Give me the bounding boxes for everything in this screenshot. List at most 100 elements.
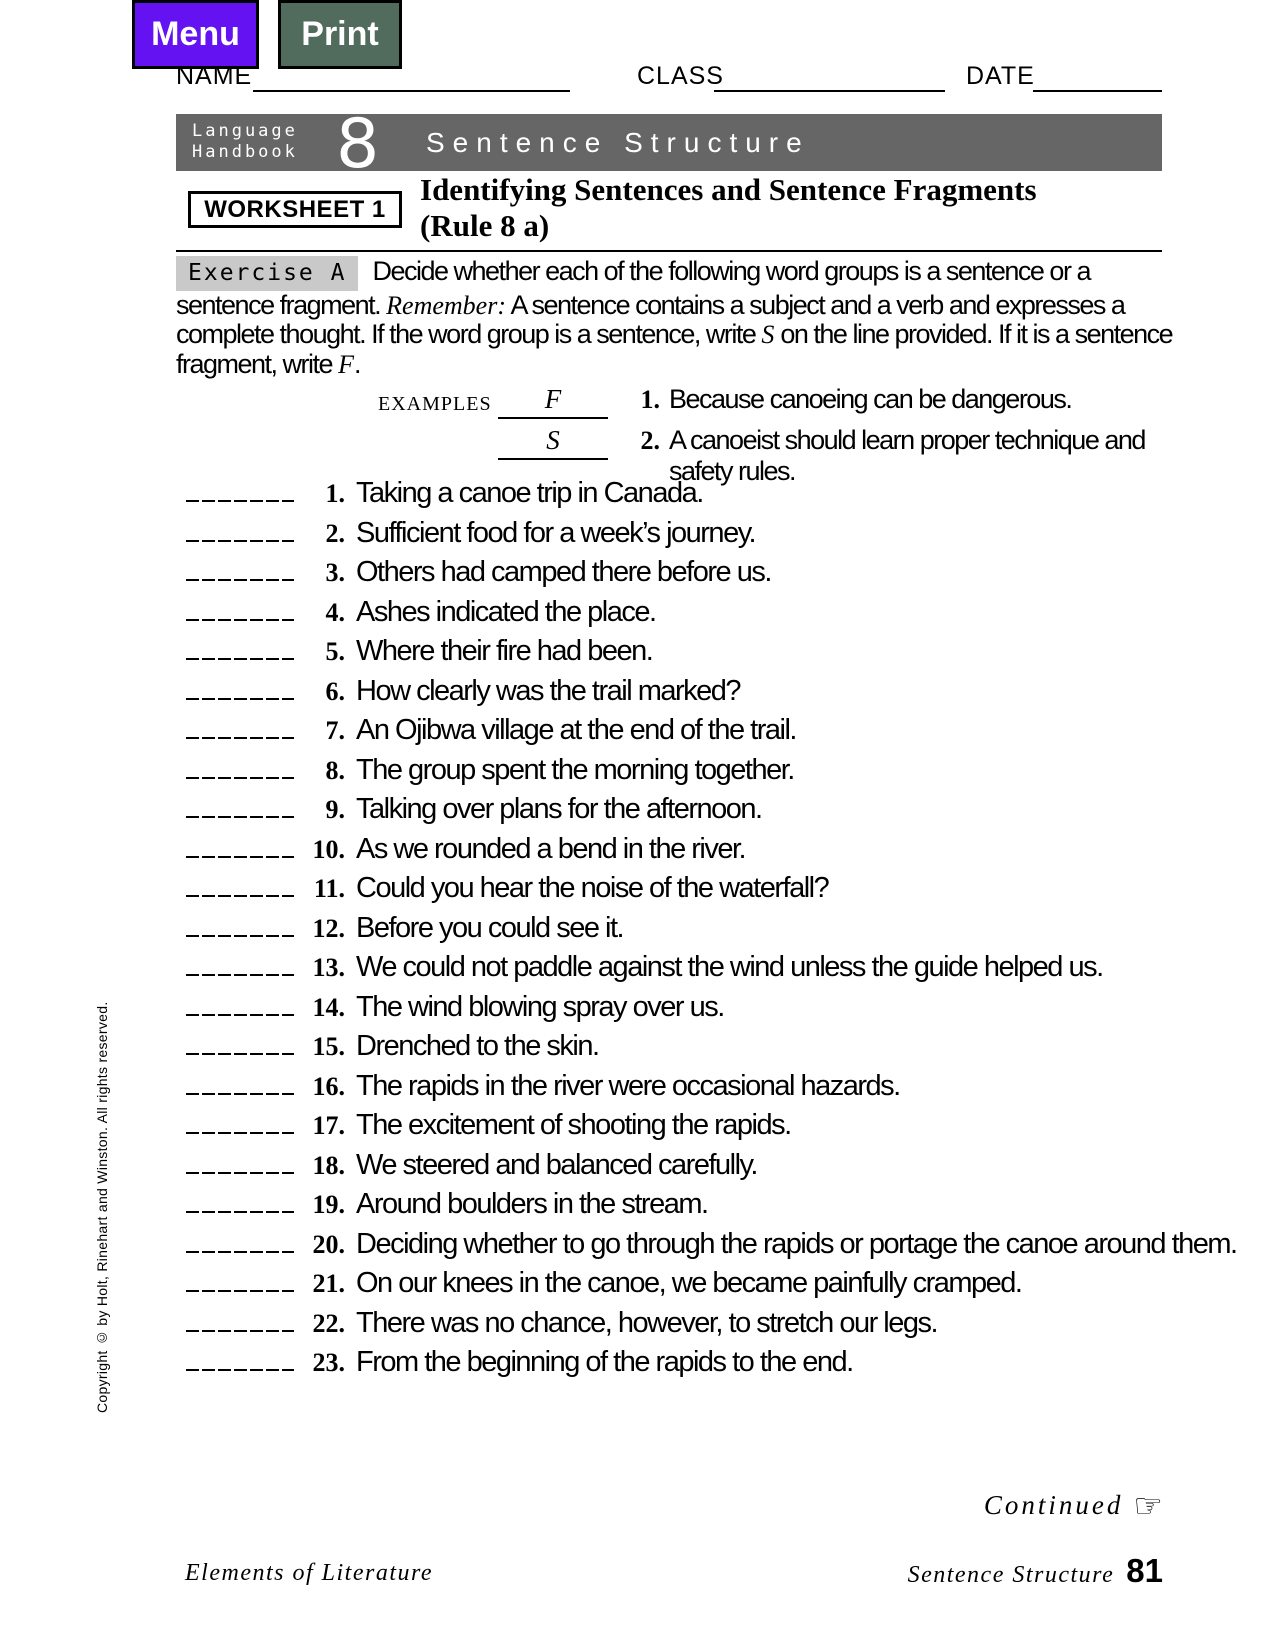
banner-eyebrow: Language Handbook bbox=[192, 121, 298, 163]
footer-book-title: Elements of Literature bbox=[185, 1560, 434, 1586]
item-text: The wind blowing spray over us. bbox=[356, 990, 725, 1023]
list-item: 14. The wind blowing spray over us. bbox=[176, 988, 1275, 1028]
examples-block: EXAMPLES F 1. Because canoeing can be da… bbox=[370, 384, 1170, 493]
examples-rows: F 1. Because canoeing can be dangerous. … bbox=[498, 384, 1170, 487]
item-list: 1. Taking a canoe trip in Canada. 2. Suf… bbox=[176, 474, 1275, 1383]
instructions-part2: A sentence contains a subject and a verb… bbox=[176, 289, 1126, 349]
item-number: 20. bbox=[312, 1229, 346, 1259]
item-number: 2. bbox=[325, 518, 346, 548]
answer-blank-line bbox=[186, 1211, 294, 1213]
item-number: 4. bbox=[325, 597, 346, 627]
worksheet-title-line2: (Rule 8 a) bbox=[420, 208, 550, 243]
answer-blank-line bbox=[186, 737, 294, 739]
item-text: How clearly was the trail marked? bbox=[356, 674, 742, 707]
banner-eyebrow-line2: Handbook bbox=[192, 142, 298, 162]
exercise-instructions: Exercise A Decide whether each of the fol… bbox=[176, 256, 1181, 379]
item-number: 5. bbox=[325, 637, 346, 666]
item-text: Taking a canoe trip in Canada. bbox=[356, 477, 704, 509]
list-item: 21. On our knees in the canoe, we became… bbox=[176, 1264, 1275, 1304]
answer-blank-line bbox=[186, 776, 294, 779]
list-item: 4. Ashes indicated the place. bbox=[176, 593, 1275, 633]
f-letter: F bbox=[338, 349, 354, 379]
item-number: 7. bbox=[325, 716, 346, 745]
item-text: Could you hear the noise of the waterfal… bbox=[356, 872, 830, 904]
list-item: 18. We steered and balanced carefully. bbox=[176, 1146, 1275, 1186]
item-text: Before you could see it. bbox=[356, 911, 625, 944]
answer-blank-line bbox=[186, 1132, 294, 1134]
s-letter: S bbox=[761, 320, 775, 349]
worksheet-title: Identifying Sentences and Sentence Fragm… bbox=[420, 172, 1037, 244]
item-number: 10. bbox=[312, 834, 346, 864]
item-number: 1. bbox=[325, 479, 346, 508]
list-item: 6. How clearly was the trail marked? bbox=[176, 672, 1275, 712]
name-label: NAME bbox=[176, 62, 253, 90]
class-label: CLASS bbox=[637, 62, 724, 90]
item-text: Others had camped there before us. bbox=[356, 556, 772, 588]
examples-caption: EXAMPLES bbox=[378, 393, 492, 415]
print-button[interactable]: Print bbox=[278, 0, 402, 69]
class-write-line bbox=[714, 90, 945, 92]
item-number: 11. bbox=[313, 874, 345, 903]
chapter-number: 8 bbox=[336, 105, 380, 184]
banner-eyebrow-line1: Language bbox=[192, 121, 298, 141]
list-item: 19. Around boulders in the stream. bbox=[176, 1185, 1275, 1225]
list-item: 20. Deciding whether to go through the r… bbox=[176, 1225, 1275, 1265]
answer-blank-line bbox=[186, 1053, 294, 1055]
item-text: Talking over plans for the afternoon. bbox=[356, 793, 763, 825]
item-number: 16. bbox=[312, 1071, 346, 1101]
list-item: 1. Taking a canoe trip in Canada. bbox=[176, 474, 1275, 514]
answer-blank-line bbox=[186, 1329, 294, 1332]
answer-blank-line bbox=[186, 697, 294, 700]
item-text: We steered and balanced carefully. bbox=[356, 1148, 758, 1181]
item-text: The group spent the morning together. bbox=[356, 753, 795, 786]
instructions-end: . bbox=[353, 348, 362, 379]
menu-button[interactable]: Menu bbox=[132, 0, 259, 69]
item-text: Where their fire had been. bbox=[356, 635, 654, 667]
item-text: The rapids in the river were occasional … bbox=[356, 1069, 901, 1102]
item-number: 19. bbox=[312, 1190, 346, 1219]
date-label: DATE bbox=[966, 62, 1035, 90]
footer-right: Sentence Structure 81 bbox=[908, 1552, 1163, 1590]
answer-blank-line bbox=[186, 658, 294, 660]
instructions-part3: on the line provided. If it is a sentenc… bbox=[176, 319, 1174, 379]
item-number: 22. bbox=[312, 1308, 346, 1338]
footer-section-title: Sentence Structure bbox=[907, 1562, 1115, 1588]
list-item: 3. Others had camped there before us. bbox=[176, 553, 1275, 593]
list-item: 5. Where their fire had been. bbox=[176, 632, 1275, 672]
answer-blank-line bbox=[186, 934, 294, 937]
list-item: 12. Before you could see it. bbox=[176, 909, 1275, 949]
item-number: 14. bbox=[312, 992, 346, 1022]
item-text: From the beginning of the rapids to the … bbox=[356, 1346, 854, 1378]
item-number: 17. bbox=[312, 1111, 346, 1140]
instructions-part1: Decide whether each of the following wor… bbox=[176, 256, 1091, 320]
list-item: 16. The rapids in the river were occasio… bbox=[176, 1067, 1275, 1107]
answer-blank-line bbox=[186, 1013, 294, 1016]
title-rule bbox=[176, 250, 1162, 252]
list-item: 22. There was no chance, however, to str… bbox=[176, 1304, 1275, 1344]
chapter-banner: Language Handbook 8 Sentence Structure bbox=[176, 105, 1162, 184]
answer-blank-line bbox=[186, 500, 294, 502]
worksheet-badge: WORKSHEET 1 bbox=[188, 191, 402, 228]
item-text: Ashes indicated the place. bbox=[356, 595, 657, 628]
list-item: 13. We could not paddle against the wind… bbox=[176, 948, 1275, 988]
item-text: There was no chance, however, to stretch… bbox=[356, 1306, 939, 1339]
answer-blank-line bbox=[186, 579, 294, 581]
date-write-line bbox=[1033, 90, 1162, 92]
example-number: 1. bbox=[640, 385, 661, 414]
item-number: 15. bbox=[312, 1032, 346, 1061]
copyright-sidebar: Copyright © by Holt, Rinehart and Winsto… bbox=[94, 1001, 110, 1413]
example-row: F 1. Because canoeing can be dangerous. bbox=[498, 384, 1170, 419]
example-text: Because canoeing can be dangerous. bbox=[669, 384, 1073, 414]
item-number: 3. bbox=[325, 558, 346, 587]
answer-blank-line bbox=[186, 539, 294, 542]
item-text: Deciding whether to go through the rapid… bbox=[356, 1227, 1238, 1260]
example-number: 2. bbox=[640, 426, 661, 455]
item-text: Sufficient food for a week’s journey. bbox=[356, 516, 757, 549]
item-text: Drenched to the skin. bbox=[356, 1030, 600, 1062]
list-item: 8. The group spent the morning together. bbox=[176, 751, 1275, 791]
answer-blank-line bbox=[186, 974, 294, 976]
item-text: An Ojibwa village at the end of the trai… bbox=[356, 714, 797, 746]
item-text: On our knees in the canoe, we became pai… bbox=[356, 1267, 1023, 1299]
item-number: 23. bbox=[312, 1348, 346, 1377]
item-text: We could not paddle against the wind unl… bbox=[356, 951, 1104, 983]
